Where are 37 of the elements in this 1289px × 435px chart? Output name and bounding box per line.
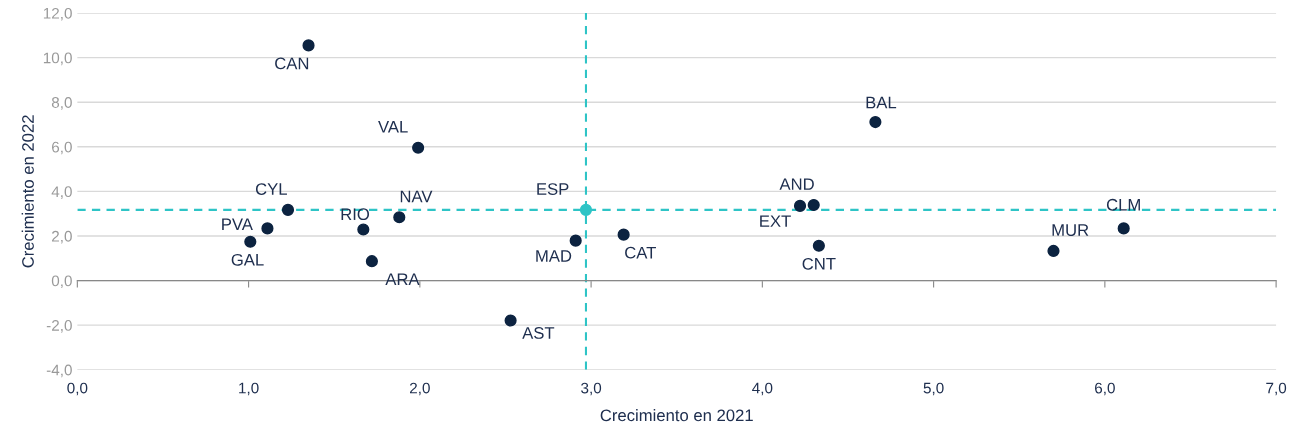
y-tick-label: 0,0	[51, 275, 72, 289]
y-tick-label: 12,0	[43, 7, 72, 21]
y-tick-label: 10,0	[43, 52, 72, 66]
x-tick-label: 1,0	[239, 382, 259, 396]
annotation: AST	[522, 327, 555, 339]
annotation: CYL	[255, 183, 287, 195]
annotation: CLM	[1106, 198, 1140, 211]
x-axis-title: Crecimiento en 2021	[600, 408, 753, 422]
annotation: PVA	[222, 218, 253, 230]
annotation: ESP	[537, 183, 569, 195]
annotation: VAL	[378, 121, 408, 133]
x-tick-label: 3,0	[581, 382, 602, 396]
y-tick-label: 8,0	[51, 97, 72, 110]
annotation: MAD	[536, 250, 572, 262]
annotation: EXT	[760, 215, 791, 227]
y-tick-label: 6,0	[52, 141, 72, 155]
y-tick-label: 2,0	[52, 230, 72, 244]
x-tick-label: 4,0	[752, 382, 773, 396]
annotation: CAN	[275, 57, 309, 70]
x-tick-label: 6,0	[1095, 382, 1115, 396]
annotation: GAL	[231, 253, 264, 266]
y-axis-title: Crecimiento en 2022	[21, 115, 34, 268]
x-tick-label: 5,0	[923, 382, 944, 396]
annotation: ARA	[385, 273, 420, 285]
annotation: RIO	[341, 208, 370, 221]
x-tick-label: 2,0	[410, 382, 430, 396]
annotation: AND	[779, 178, 814, 190]
x-tick-label: 7,0	[1266, 382, 1287, 396]
x-tick-label: 0,0	[67, 382, 88, 396]
annotation: MUR	[1052, 224, 1089, 236]
annotation: BAL	[866, 96, 897, 109]
annotation: NAV	[400, 190, 433, 203]
y-tick-label: -4,0	[46, 364, 72, 378]
y-tick-label: 4,0	[51, 186, 72, 199]
annotation: CAT	[625, 246, 656, 259]
y-tick-label: -2,0	[46, 320, 72, 333]
annotation: CNT	[802, 257, 836, 270]
